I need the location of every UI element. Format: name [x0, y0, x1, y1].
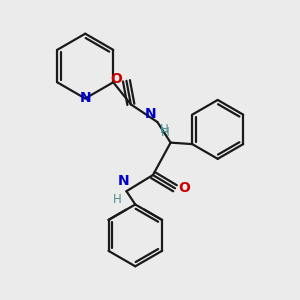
Text: O: O — [178, 181, 190, 195]
Text: H: H — [160, 126, 169, 139]
Text: O: O — [110, 72, 122, 86]
Text: H: H — [160, 124, 169, 136]
Text: N: N — [118, 174, 129, 188]
Text: N: N — [80, 92, 91, 106]
Text: N: N — [144, 106, 156, 121]
Text: H: H — [113, 193, 122, 206]
